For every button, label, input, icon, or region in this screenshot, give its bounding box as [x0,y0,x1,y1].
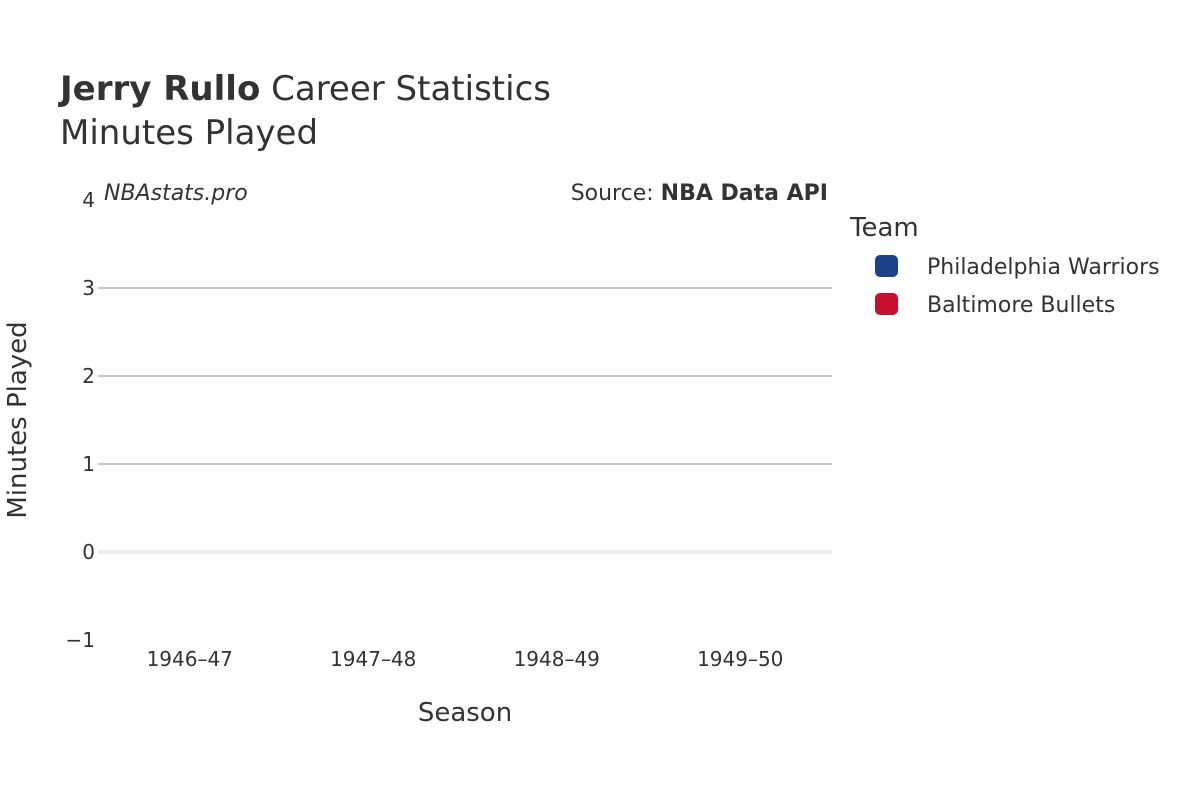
y-axis-ticks: −1 0 1 2 3 4 [66,188,95,652]
legend-swatch [875,255,898,277]
x-tick-label: 1948–49 [514,647,600,671]
y-axis-title: Minutes Played [3,321,33,518]
legend-label: Baltimore Bullets [927,293,1115,318]
title-player-name: Jerry Rullo [58,69,260,109]
source-note: Source: NBA Data API [571,181,828,206]
y-tick-label: 4 [82,188,95,212]
legend: Philadelphia Warriors Baltimore Bullets [875,255,1160,318]
y-tick-label: 3 [82,276,95,300]
y-tick-label: 1 [82,452,95,476]
legend-swatch [875,293,898,315]
title-rest: Career Statistics [260,69,551,109]
chart-subtitle: Minutes Played [60,113,318,153]
x-axis-title: Season [418,698,512,728]
x-axis-ticks: 1946–47 1947–48 1948–49 1949–50 [147,647,784,671]
legend-label: Philadelphia Warriors [927,255,1160,280]
watermark: NBAstats.pro [104,181,248,206]
source-prefix: Source: [571,181,661,206]
chart-title: Jerry Rullo Career Statistics [58,69,551,109]
source-name: NBA Data API [661,181,828,206]
x-tick-label: 1949–50 [697,647,783,671]
legend-item[interactable]: Philadelphia Warriors [875,255,1160,280]
x-tick-label: 1947–48 [330,647,416,671]
x-tick-label: 1946–47 [147,647,233,671]
legend-title: Team [849,213,919,243]
legend-item[interactable]: Baltimore Bullets [875,293,1115,318]
y-tick-label: 2 [82,364,95,388]
y-tick-label: −1 [66,628,95,652]
y-tick-label: 0 [82,540,95,564]
grid-lines [98,287,832,554]
